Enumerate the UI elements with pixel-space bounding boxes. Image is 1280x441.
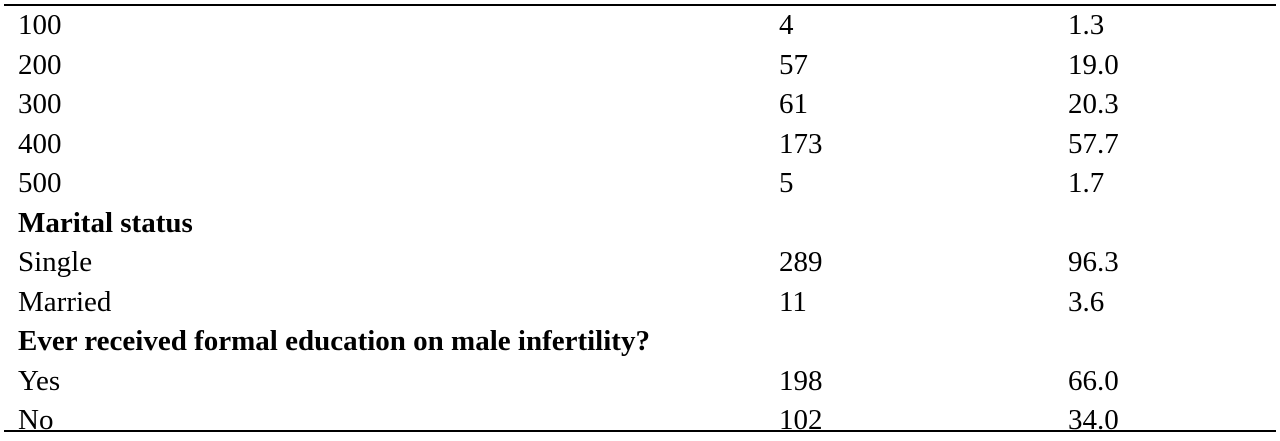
row-count: 4 <box>779 9 794 41</box>
section-heading-marital-status: Marital status <box>0 204 1280 244</box>
row-label: Yes <box>18 364 61 397</box>
row-percent: 19.0 <box>1068 48 1119 81</box>
row-count: 11 <box>779 285 807 318</box>
row-count: 5 <box>779 167 794 199</box>
table-top-rule <box>4 4 1276 6</box>
row-percent: 66.0 <box>1068 364 1119 397</box>
row-percent: 1.3 <box>1068 9 1105 41</box>
table-row: Yes 198 66.0 <box>0 362 1280 402</box>
row-percent: 1.7 <box>1068 167 1105 199</box>
table-row: 500 5 1.7 <box>0 164 1280 204</box>
table-row: Married 11 3.6 <box>0 283 1280 323</box>
row-count: 57 <box>779 48 808 81</box>
table-row: 200 57 19.0 <box>0 46 1280 86</box>
row-percent: 96.3 <box>1068 246 1119 278</box>
row-label: 400 <box>18 127 62 160</box>
table-row: No 102 34.0 <box>0 401 1280 441</box>
row-label: 300 <box>18 88 62 120</box>
row-label: 500 <box>18 167 62 199</box>
row-label: No <box>18 404 54 436</box>
section-heading-label: Ever received formal education on male i… <box>18 325 650 357</box>
section-heading-education: Ever received formal education on male i… <box>0 322 1280 362</box>
table-body: 100 4 1.3 200 57 19.0 300 61 20.3 400 17… <box>0 6 1280 441</box>
table-bottom-rule <box>4 430 1276 432</box>
row-percent: 3.6 <box>1068 285 1105 318</box>
table-row: Single 289 96.3 <box>0 243 1280 283</box>
row-count: 102 <box>779 404 823 436</box>
row-label: Single <box>18 246 93 278</box>
row-percent: 34.0 <box>1068 404 1119 436</box>
row-label: Married <box>18 285 112 318</box>
row-percent: 20.3 <box>1068 88 1119 120</box>
row-percent: 57.7 <box>1068 127 1119 160</box>
table-row: 300 61 20.3 <box>0 85 1280 125</box>
row-label: 100 <box>18 9 62 41</box>
row-count: 61 <box>779 88 808 120</box>
row-label: 200 <box>18 48 62 81</box>
row-count: 289 <box>779 246 823 278</box>
section-heading-label: Marital status <box>18 206 193 239</box>
table-row: 400 173 57.7 <box>0 125 1280 165</box>
row-count: 198 <box>779 364 823 397</box>
table-row: 100 4 1.3 <box>0 6 1280 46</box>
row-count: 173 <box>779 127 823 160</box>
